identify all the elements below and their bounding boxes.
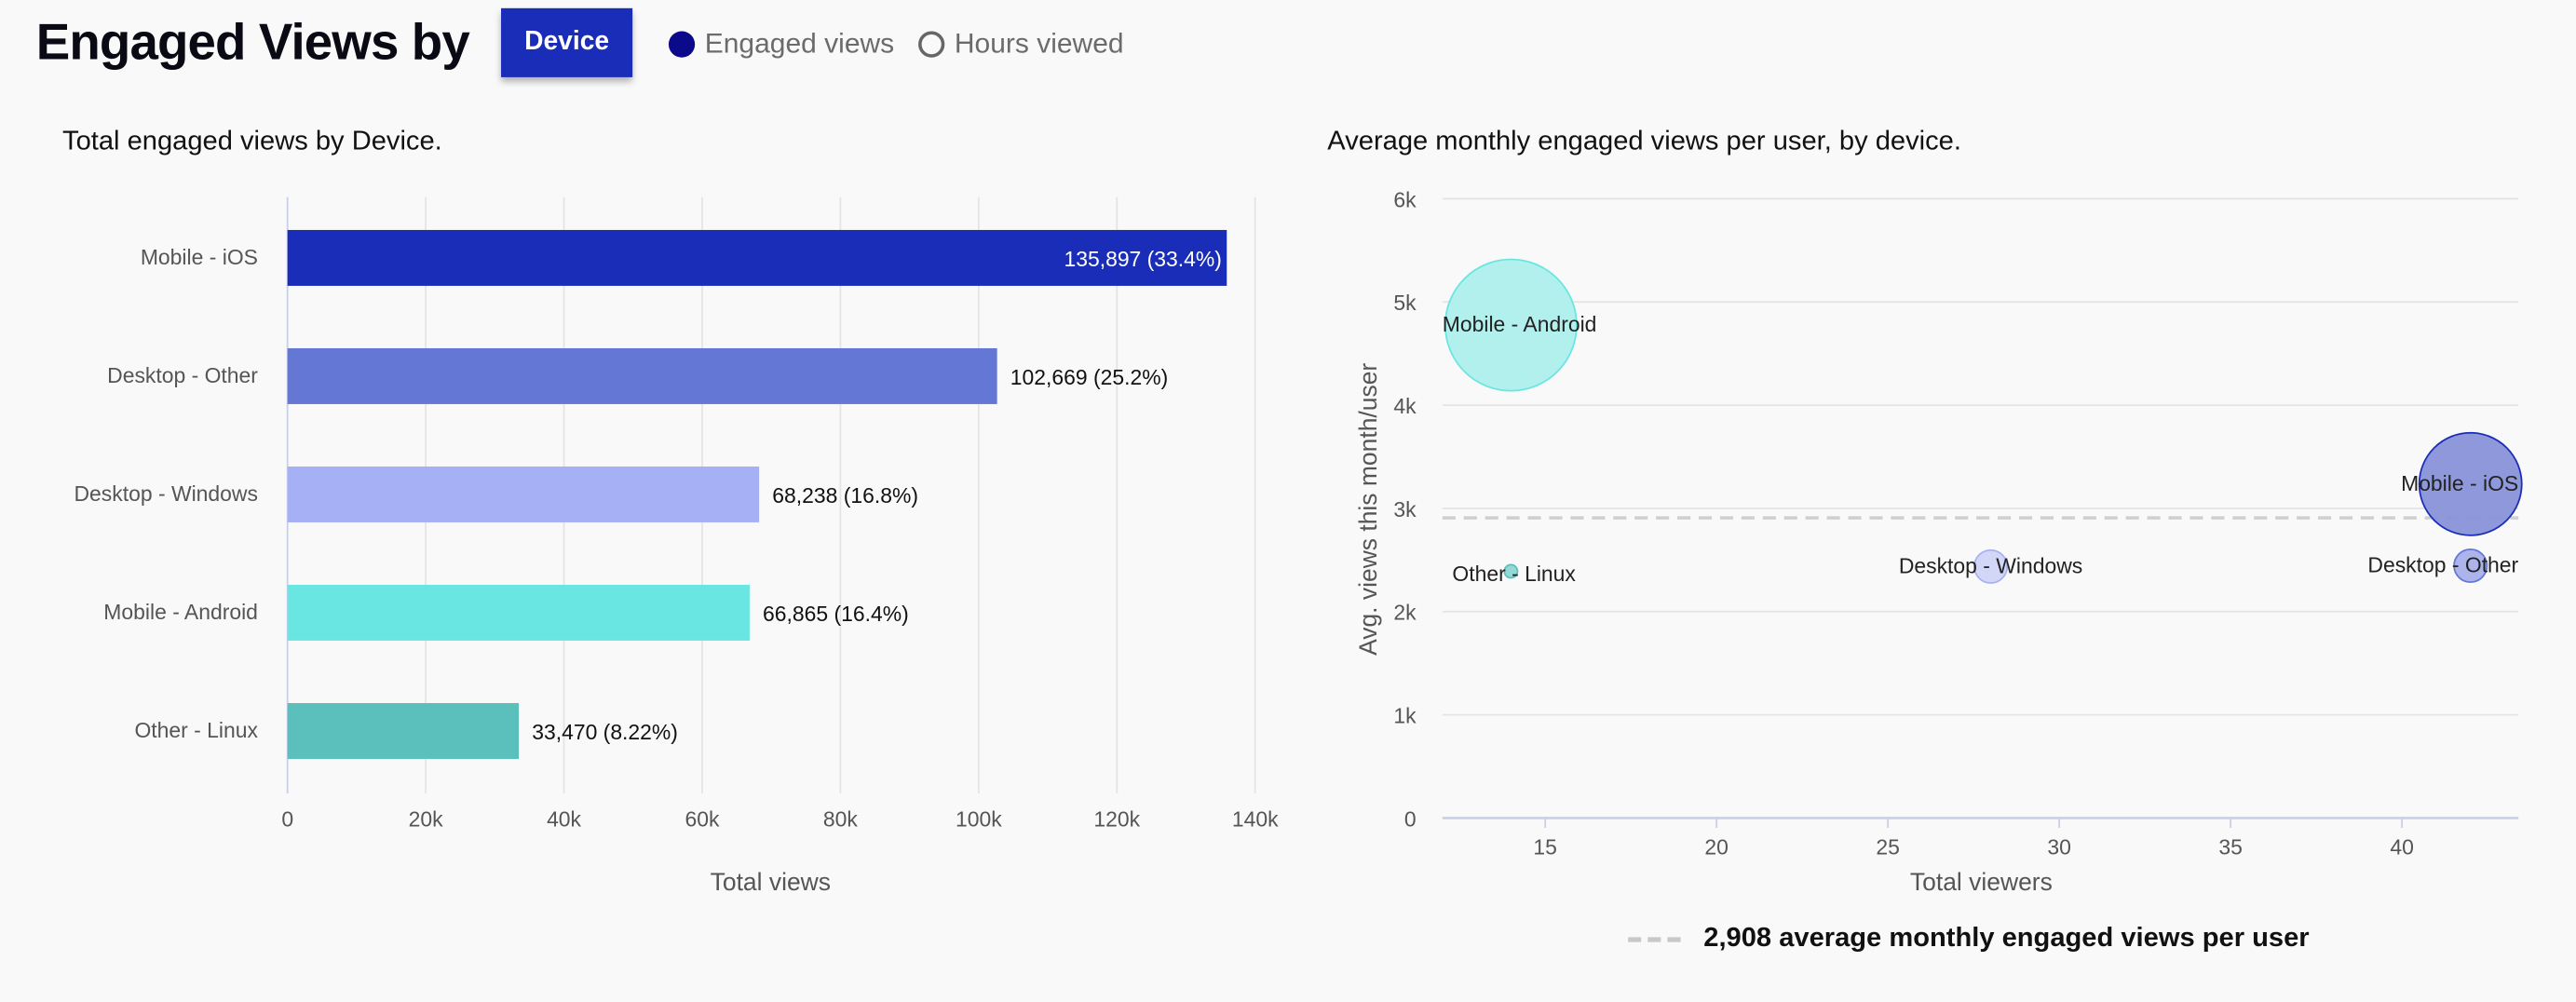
bar-category-label: Desktop - Other (107, 363, 258, 387)
bubble-1 (2418, 431, 2523, 536)
bubble-x-tick-label: 40 (2390, 834, 2414, 859)
bubble-y-tick-label: 6k (1393, 187, 1417, 211)
bubble-y-axis-title: Avg. views this month/user (1354, 363, 1382, 656)
radio-filled-icon (668, 31, 696, 58)
bubble-label: Other - Linux (1452, 562, 1576, 586)
bar-data-label: 66,865 (16.4%) (763, 602, 909, 626)
bubble-y-tick-label: 2k (1393, 601, 1417, 625)
bubble-label: Desktop - Windows (1899, 553, 2082, 577)
bar-chart-title: Total engaged views by Device. (62, 126, 442, 156)
bubble-label: Mobile - Android (1443, 312, 1597, 336)
bubble-y-tick-label: 0 (1404, 806, 1417, 831)
legend-hours-viewed[interactable]: Hours viewed (918, 28, 1124, 61)
bar-x-tick-label: 20k (409, 806, 443, 831)
legend-label: Hours viewed (954, 27, 1124, 60)
bar-4 (287, 702, 520, 759)
bar-0 (287, 229, 1227, 286)
bubble-y-tick-label: 5k (1393, 291, 1417, 315)
bubble-y-tick-label: 3k (1393, 497, 1417, 521)
device-dropdown-button[interactable]: Device (501, 7, 633, 77)
bubble-y-tick-label: 1k (1393, 703, 1417, 727)
legend-label: Engaged views (704, 27, 895, 60)
bar-1 (287, 347, 997, 404)
bubble-label: Desktop - Other (2367, 553, 2518, 577)
bubble-2 (1973, 548, 2009, 584)
bar-3 (287, 584, 750, 641)
bubble-4 (1503, 563, 1519, 579)
bubble-label: Mobile - iOS (2401, 471, 2518, 495)
bar-x-tick-label: 140k (1232, 806, 1279, 831)
bubble-3 (2453, 548, 2488, 583)
bar-category-label: Mobile - Android (103, 600, 258, 624)
page-title: Engaged Views by (35, 13, 470, 71)
legend-engaged-views[interactable]: Engaged views (668, 27, 895, 61)
bar-category-label: Desktop - Windows (74, 481, 257, 506)
bubble-x-axis-title: Total viewers (1910, 868, 2053, 896)
bubble-x-tick-label: 35 (2218, 834, 2243, 859)
bubble-chart-title: Average monthly engaged views per user, … (1327, 126, 1961, 156)
bar-data-label: 68,238 (16.8%) (772, 483, 918, 508)
bar-x-tick-label: 100k (956, 806, 1002, 831)
reference-line-legend: 2,908 average monthly engaged views per … (1628, 923, 2310, 955)
bar-category-label: Mobile - iOS (141, 245, 258, 269)
bar-x-tick-label: 80k (823, 806, 858, 831)
bar-data-label: 135,897 (33.4%) (1064, 247, 1222, 271)
radio-empty-icon (918, 31, 945, 58)
bubble-0 (1444, 258, 1578, 392)
bubble-x-tick-label: 15 (1533, 834, 1557, 859)
bar-category-label: Other - Linux (134, 718, 258, 742)
bubble-x-tick-label: 20 (1704, 834, 1729, 859)
reference-line-label: 2,908 average monthly engaged views per … (1703, 923, 2310, 954)
bar-x-tick-label: 60k (685, 806, 719, 831)
bubble-x-tick-label: 25 (1876, 834, 1900, 859)
bar-2 (287, 466, 760, 522)
bubble-x-tick-label: 30 (2047, 834, 2071, 859)
dashed-line-icon (1628, 936, 1688, 941)
bar-data-label: 102,669 (25.2%) (1010, 365, 1169, 389)
bar-x-tick-label: 0 (281, 806, 293, 831)
bar-x-axis-title: Total views (711, 868, 831, 896)
bubble-y-tick-label: 4k (1393, 394, 1417, 418)
bar-data-label: 33,470 (8.22%) (532, 720, 678, 744)
bar-x-tick-label: 40k (547, 806, 581, 831)
bar-x-tick-label: 120k (1093, 806, 1140, 831)
